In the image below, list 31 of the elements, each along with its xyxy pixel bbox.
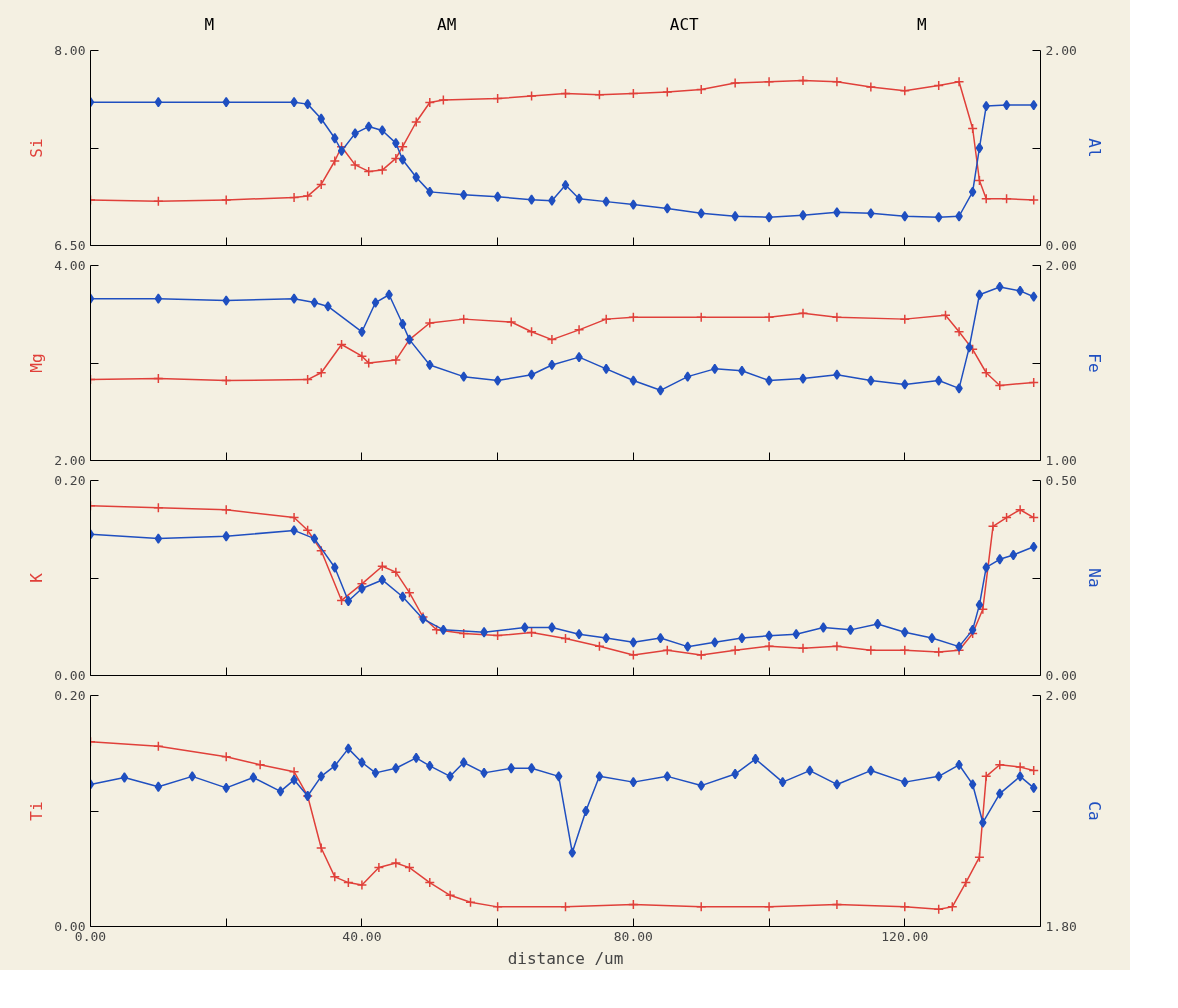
- text: M: [916, 15, 927, 34]
- y2-axis-title: Fe: [1084, 353, 1104, 373]
- text: M: [204, 15, 215, 34]
- y2-tick-label: 2.00: [1045, 43, 1077, 58]
- y-axis-title: Mg: [27, 353, 47, 373]
- y-tick-label: 2.00: [54, 453, 86, 468]
- y2-tick-label: 2.00: [1045, 688, 1077, 703]
- text: AM: [437, 15, 457, 34]
- y2-tick-label: 0.50: [1045, 473, 1077, 488]
- x-tick-label: 120.00: [881, 928, 929, 944]
- y-axis-title: K: [27, 572, 47, 583]
- x-axis-title: distance /um: [507, 948, 624, 968]
- y2-axis-title: Na: [1084, 568, 1104, 588]
- y-axis-title: Si: [27, 138, 47, 158]
- y2-tick-label: 0.00: [1045, 238, 1077, 253]
- text: ACT: [669, 15, 700, 34]
- x-tick-label: 40.00: [342, 928, 382, 944]
- x-tick-label: 80.00: [613, 928, 653, 944]
- y2-tick-label: 1.00: [1045, 453, 1077, 468]
- y-tick-label: 0.20: [54, 688, 86, 703]
- y2-tick-label: 2.00: [1045, 258, 1077, 273]
- y-tick-label: 0.20: [54, 473, 86, 488]
- y-tick-label: 0.00: [54, 668, 86, 683]
- y-tick-label: 8.00: [54, 43, 86, 58]
- y2-axis-title: Al: [1084, 138, 1104, 158]
- y2-tick-label: 1.80: [1045, 919, 1077, 934]
- y2-tick-label: 0.00: [1045, 668, 1077, 683]
- y-tick-label: 4.00: [54, 258, 86, 273]
- y-tick-label: 6.50: [54, 238, 86, 253]
- y-axis-title: Ti: [27, 801, 47, 821]
- y2-axis-title: Ca: [1084, 801, 1104, 821]
